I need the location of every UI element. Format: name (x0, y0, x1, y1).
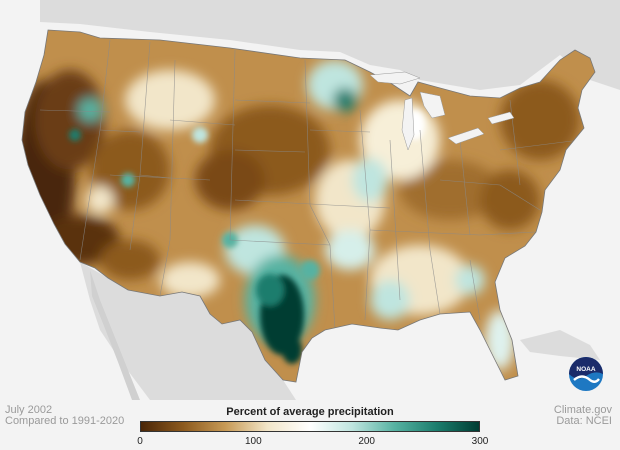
state-borders (39, 39, 581, 331)
baseline-label: Compared to 1991-2020 (5, 415, 125, 427)
legend-color-bar (140, 421, 480, 432)
legend-tick-label: 100 (244, 436, 262, 447)
data-source-label: Data: NCEI (556, 415, 612, 427)
great-lakes (369, 71, 515, 151)
legend-tick-label: 200 (358, 436, 375, 447)
source-label: Climate.gov (553, 404, 612, 416)
period-label: July 2002 (5, 404, 53, 416)
precipitation-map (21, 0, 620, 400)
legend-tick-label: 0 (137, 436, 143, 447)
legend-tick-label: 300 (471, 436, 489, 447)
noaa-logo-text: NOAA (576, 366, 595, 373)
legend-title: Percent of average precipitation (226, 406, 394, 418)
us-outline (21, 29, 596, 383)
noaa-logo-icon: NOAA (569, 357, 603, 391)
map-canvas (21, 0, 620, 400)
